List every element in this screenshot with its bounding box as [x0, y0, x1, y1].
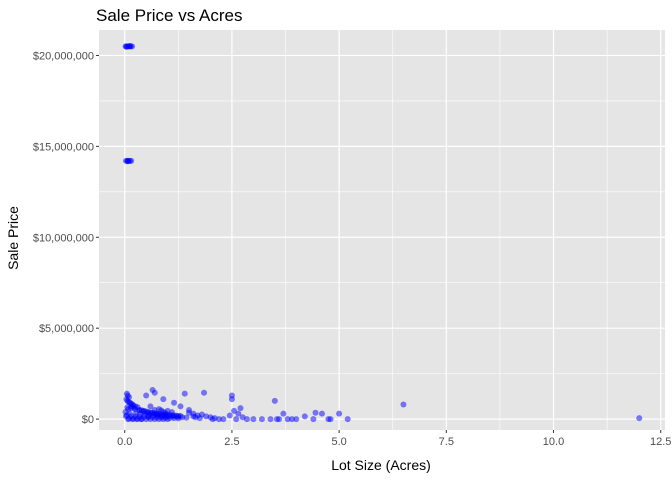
data-point	[158, 407, 165, 414]
data-point	[276, 416, 283, 423]
data-point	[344, 416, 351, 423]
data-point	[267, 416, 274, 423]
y-tick-label: $15,000,000	[33, 141, 94, 153]
data-point	[179, 414, 186, 421]
data-point	[228, 392, 235, 399]
data-point	[124, 158, 131, 165]
x-tick-label: 12.5	[650, 436, 671, 448]
data-points	[122, 43, 643, 423]
data-point	[327, 416, 334, 423]
data-point	[293, 416, 300, 423]
data-point	[250, 416, 257, 423]
y-axis-ticks: $0 $5,000,000 $10,000,000 $15,000,000 $20,00…	[33, 50, 99, 426]
data-point	[201, 389, 208, 396]
data-point	[636, 415, 643, 422]
data-point	[318, 410, 325, 417]
major-gridlines	[99, 30, 665, 430]
data-point	[132, 410, 139, 417]
x-tick-label: 0.0	[117, 436, 132, 448]
x-tick-label: 7.5	[439, 436, 454, 448]
data-point	[147, 403, 154, 410]
data-point	[237, 405, 244, 412]
data-point	[128, 403, 135, 410]
data-point	[129, 416, 136, 423]
data-point	[258, 416, 265, 423]
data-point	[126, 43, 133, 49]
data-point	[183, 414, 190, 421]
data-point	[138, 416, 145, 423]
data-point	[312, 409, 319, 416]
x-axis-title: Lot Size (Acres)	[331, 457, 431, 473]
data-point	[186, 409, 193, 416]
data-point	[231, 407, 238, 414]
data-point	[288, 416, 295, 423]
x-tick-label: 5.0	[331, 436, 346, 448]
data-point	[133, 416, 140, 423]
plot-panel	[99, 30, 665, 430]
data-point	[336, 410, 343, 417]
data-point	[301, 413, 308, 420]
chart-title: Sale Price vs Acres	[96, 6, 242, 25]
data-point	[160, 396, 167, 403]
data-point	[220, 416, 227, 423]
data-point	[125, 416, 132, 423]
y-tick-label: $5,000,000	[39, 323, 94, 335]
data-point	[171, 399, 178, 406]
x-axis-ticks: 0.0 2.5 5.0 7.5 10.0 12.5	[117, 430, 671, 448]
data-point	[216, 416, 223, 423]
y-axis-title: Sale Price	[5, 206, 21, 270]
data-point	[243, 416, 250, 423]
data-point	[162, 410, 169, 417]
data-point	[233, 416, 240, 423]
x-tick-label: 10.0	[543, 436, 564, 448]
data-point	[181, 390, 188, 397]
data-point	[400, 401, 407, 408]
data-point	[168, 409, 175, 416]
data-point	[209, 416, 216, 423]
data-point	[196, 415, 203, 422]
data-point	[177, 403, 184, 410]
x-tick-label: 2.5	[224, 436, 239, 448]
data-point	[174, 413, 181, 420]
data-point	[151, 389, 158, 396]
y-tick-label: $10,000,000	[33, 232, 94, 244]
data-point	[280, 410, 287, 417]
y-tick-label: $20,000,000	[33, 50, 94, 62]
data-point	[235, 410, 242, 417]
data-point	[226, 412, 233, 419]
data-point	[145, 413, 152, 420]
data-point	[284, 416, 291, 423]
y-tick-label: $0	[82, 414, 94, 426]
minor-gridlines	[99, 30, 665, 430]
data-point	[310, 416, 317, 423]
data-point	[153, 411, 160, 418]
data-point	[271, 397, 278, 404]
data-point	[143, 392, 150, 399]
